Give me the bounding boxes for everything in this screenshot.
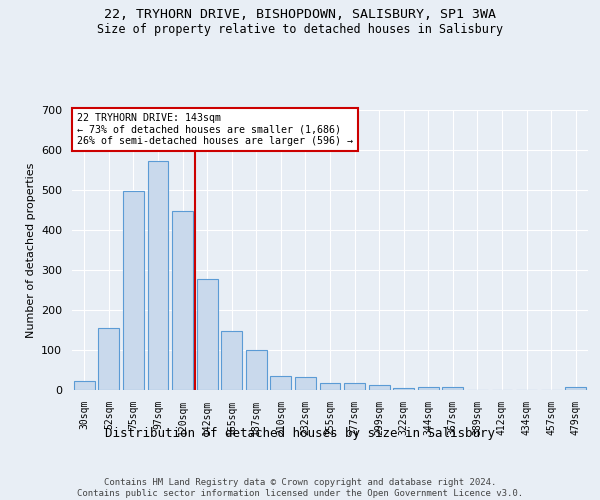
Bar bbox=[418, 387, 439, 390]
Bar bbox=[98, 328, 119, 390]
Bar bbox=[368, 385, 389, 390]
Bar bbox=[295, 377, 316, 390]
Bar bbox=[172, 211, 193, 390]
Bar bbox=[344, 383, 365, 390]
Bar bbox=[442, 387, 463, 390]
Bar bbox=[246, 350, 267, 390]
Bar bbox=[123, 191, 144, 390]
Text: Distribution of detached houses by size in Salisbury: Distribution of detached houses by size … bbox=[105, 428, 495, 440]
Bar bbox=[148, 161, 169, 390]
Bar bbox=[271, 376, 292, 390]
Bar bbox=[197, 279, 218, 390]
Bar bbox=[393, 388, 414, 390]
Text: Size of property relative to detached houses in Salisbury: Size of property relative to detached ho… bbox=[97, 22, 503, 36]
Text: 22, TRYHORN DRIVE, BISHOPDOWN, SALISBURY, SP1 3WA: 22, TRYHORN DRIVE, BISHOPDOWN, SALISBURY… bbox=[104, 8, 496, 20]
Bar bbox=[74, 381, 95, 390]
Bar bbox=[320, 383, 340, 390]
Bar bbox=[221, 331, 242, 390]
Text: Contains HM Land Registry data © Crown copyright and database right 2024.
Contai: Contains HM Land Registry data © Crown c… bbox=[77, 478, 523, 498]
Y-axis label: Number of detached properties: Number of detached properties bbox=[26, 162, 35, 338]
Bar bbox=[565, 387, 586, 390]
Text: 22 TRYHORN DRIVE: 143sqm
← 73% of detached houses are smaller (1,686)
26% of sem: 22 TRYHORN DRIVE: 143sqm ← 73% of detach… bbox=[77, 113, 353, 146]
